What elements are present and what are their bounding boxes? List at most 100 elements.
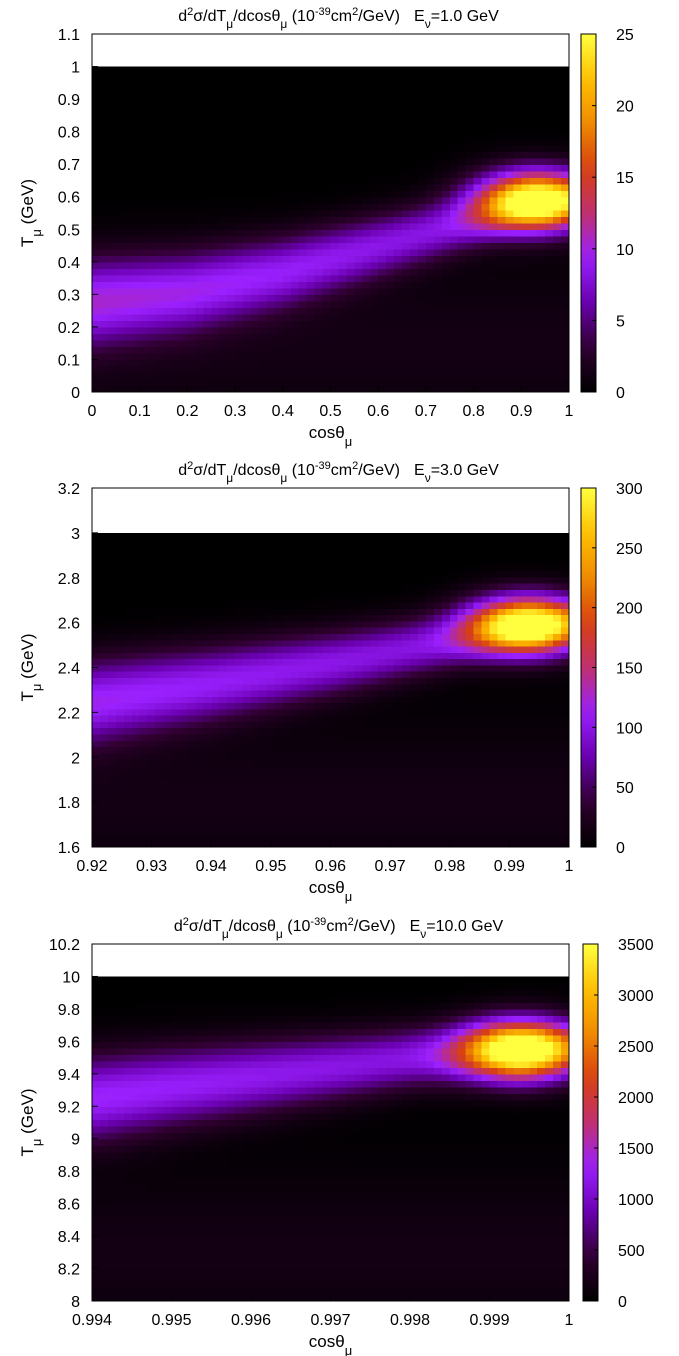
heatmap-cell bbox=[306, 627, 316, 634]
heatmap-cell bbox=[354, 570, 363, 578]
heatmap-cell bbox=[258, 92, 268, 100]
heatmap-cell bbox=[235, 177, 244, 185]
heatmap-cell bbox=[171, 645, 181, 653]
heatmap-cell bbox=[219, 144, 228, 152]
heatmap-cell bbox=[433, 307, 443, 315]
heatmap-cell bbox=[497, 73, 506, 81]
heatmap-cell bbox=[92, 721, 101, 729]
heatmap-cell bbox=[370, 118, 379, 126]
heatmap-cell bbox=[338, 183, 347, 191]
heatmap-cell bbox=[115, 727, 125, 735]
heatmap-cell bbox=[330, 840, 340, 848]
heatmap-cell bbox=[370, 815, 379, 823]
heatmap-cell bbox=[235, 539, 244, 547]
heatmap-cell bbox=[171, 372, 181, 380]
heatmap-cell bbox=[425, 307, 435, 315]
heatmap-cell bbox=[561, 79, 570, 87]
heatmap-cell bbox=[338, 164, 347, 172]
heatmap-cell bbox=[187, 138, 196, 146]
heatmap-cell bbox=[211, 815, 220, 823]
heatmap-cell bbox=[290, 131, 300, 139]
heatmap-cell bbox=[179, 216, 188, 224]
heatmap-cell bbox=[187, 790, 196, 798]
heatmap-cell bbox=[211, 715, 220, 722]
heatmap-cell bbox=[529, 209, 538, 217]
heatmap-cell bbox=[513, 287, 522, 295]
heatmap-cell bbox=[171, 346, 181, 354]
heatmap-cell bbox=[425, 320, 435, 328]
heatmap-cell bbox=[489, 66, 499, 74]
heatmap-cell bbox=[274, 99, 284, 107]
heatmap-cell bbox=[545, 183, 554, 191]
heatmap-cell bbox=[561, 372, 570, 380]
heatmap-cell bbox=[139, 372, 149, 380]
heatmap-cell bbox=[219, 821, 228, 829]
heatmap-cell bbox=[322, 248, 332, 256]
heatmap-cell bbox=[195, 300, 204, 308]
heatmap-cell bbox=[473, 313, 483, 321]
heatmap-cell bbox=[266, 821, 276, 829]
heatmap-cell bbox=[274, 216, 284, 224]
heatmap-cell bbox=[163, 759, 173, 766]
heatmap-cell bbox=[115, 576, 125, 584]
heatmap-cell bbox=[465, 385, 475, 393]
heatmap-cell bbox=[378, 274, 387, 282]
heatmap-cell bbox=[171, 359, 181, 367]
heatmap-cell bbox=[370, 652, 379, 660]
heatmap-cell bbox=[481, 378, 491, 387]
heatmap-cell bbox=[425, 86, 435, 94]
heatmap-cell bbox=[521, 287, 530, 295]
heatmap-cell bbox=[147, 359, 157, 367]
heatmap-cell bbox=[211, 66, 220, 74]
heatmap-cell bbox=[370, 614, 379, 622]
heatmap-cell bbox=[306, 645, 316, 653]
heatmap-cell bbox=[298, 313, 308, 321]
heatmap-cell bbox=[227, 261, 236, 269]
heatmap-cell bbox=[338, 105, 347, 113]
heatmap-cell bbox=[123, 727, 133, 735]
heatmap-cell bbox=[195, 664, 204, 672]
heatmap-cell bbox=[433, 268, 443, 276]
heatmap-cell bbox=[171, 313, 181, 321]
heatmap-cell bbox=[489, 268, 499, 276]
heatmap-cell bbox=[163, 809, 173, 817]
heatmap-cell bbox=[123, 320, 133, 328]
heatmap-cell bbox=[203, 840, 212, 848]
heatmap-cell bbox=[155, 746, 165, 754]
heatmap-cell bbox=[195, 326, 204, 335]
heatmap-cell bbox=[290, 777, 300, 785]
heatmap-cell bbox=[322, 639, 332, 647]
heatmap-cell bbox=[489, 300, 499, 308]
heatmap-cell bbox=[99, 652, 109, 660]
heatmap-cell bbox=[386, 677, 395, 685]
heatmap-cell bbox=[386, 570, 395, 578]
heatmap-cell bbox=[266, 608, 276, 616]
heatmap-cell bbox=[179, 177, 188, 185]
heatmap-cell bbox=[251, 86, 260, 94]
heatmap-cell bbox=[362, 235, 371, 243]
heatmap-cell bbox=[465, 313, 475, 321]
heatmap-cell bbox=[195, 203, 204, 211]
heatmap-cell bbox=[227, 118, 236, 126]
heatmap-cell bbox=[545, 307, 554, 315]
heatmap-cell bbox=[497, 138, 506, 146]
heatmap-cell bbox=[274, 190, 284, 198]
heatmap-cell bbox=[163, 261, 173, 269]
heatmap-cell bbox=[417, 242, 427, 250]
heatmap-cell bbox=[99, 190, 109, 198]
heatmap-cell bbox=[243, 216, 252, 224]
heatmap-cell bbox=[171, 746, 181, 754]
heatmap-cell bbox=[179, 821, 188, 829]
heatmap-cell bbox=[227, 601, 236, 609]
heatmap-cell bbox=[282, 796, 292, 804]
heatmap-cell bbox=[354, 157, 363, 165]
heatmap-cell bbox=[211, 261, 220, 269]
heatmap-cell bbox=[338, 828, 347, 836]
heatmap-cell bbox=[386, 809, 395, 817]
heatmap-cell bbox=[282, 164, 292, 172]
heatmap-cell bbox=[266, 144, 276, 152]
heatmap-cell bbox=[155, 307, 165, 315]
heatmap-cell bbox=[322, 190, 332, 198]
heatmap-cell bbox=[513, 268, 522, 276]
heatmap-cell bbox=[195, 765, 204, 773]
